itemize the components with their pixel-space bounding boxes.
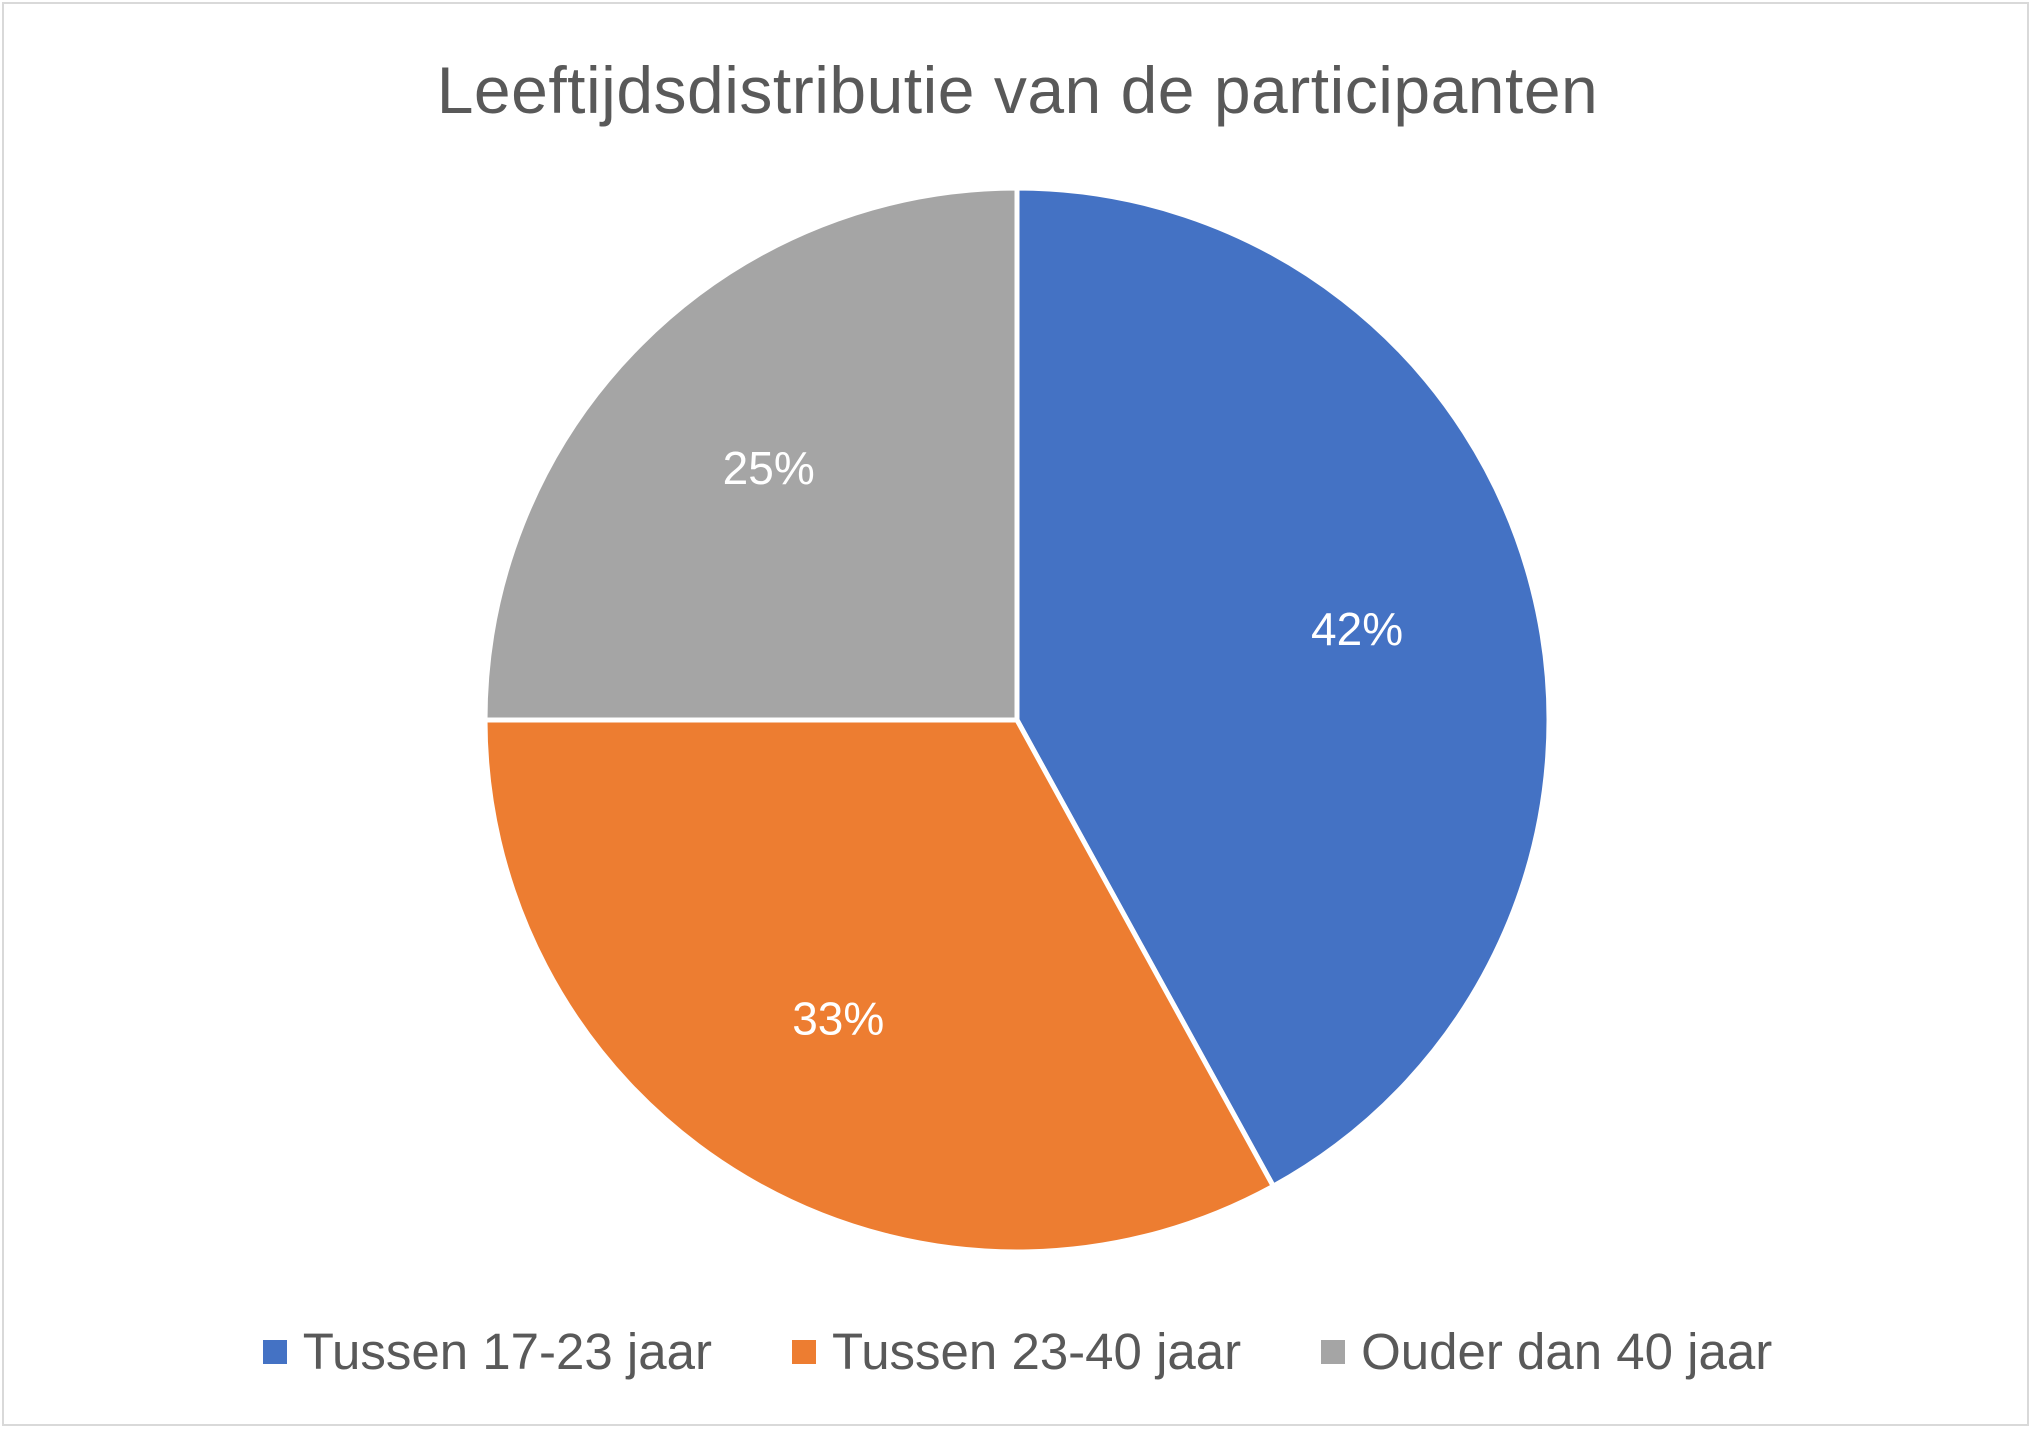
- pie-data-labels: 42% 33% 25%: [723, 442, 1403, 1045]
- slice-23-40: [482, 717, 1276, 1255]
- pie-slices: [482, 185, 1552, 1255]
- slice-17-23: [1014, 185, 1552, 1189]
- legend-item-17-23: Tussen 17-23 jaar: [262, 1322, 712, 1381]
- legend-label-23-40: Tussen 23-40 jaar: [831, 1323, 1242, 1380]
- legend: Tussen 17-23 jaar Tussen 23-40 jaar Oude…: [0, 1322, 2035, 1381]
- slice-over-40: [482, 185, 1020, 723]
- legend-label-over-40: Ouder dan 40 jaar: [1361, 1323, 1773, 1380]
- data-label-23-40: 33%: [792, 992, 884, 1044]
- chart-title: Leeftijdsdistributie van de participante…: [436, 53, 1599, 127]
- data-label-17-23: 42%: [1311, 603, 1403, 655]
- legend-item-over-40: Ouder dan 40 jaar: [1321, 1322, 1772, 1381]
- legend-label-17-23: Tussen 17-23 jaar: [302, 1323, 712, 1380]
- legend-swatch-over-40: [1321, 1339, 1346, 1364]
- data-label-over-40: 25%: [723, 442, 815, 494]
- legend-item-23-40: Tussen 23-40 jaar: [791, 1322, 1242, 1381]
- legend-swatch-23-40: [791, 1339, 816, 1364]
- legend-swatch-17-23: [262, 1339, 287, 1364]
